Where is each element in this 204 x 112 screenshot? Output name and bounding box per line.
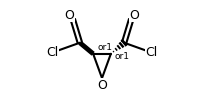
Text: Cl: Cl xyxy=(46,46,58,59)
Text: or1: or1 xyxy=(115,52,130,61)
Text: O: O xyxy=(130,9,140,22)
Text: O: O xyxy=(97,79,107,92)
Text: or1: or1 xyxy=(97,43,112,52)
Text: O: O xyxy=(64,9,74,22)
Text: Cl: Cl xyxy=(146,46,158,59)
